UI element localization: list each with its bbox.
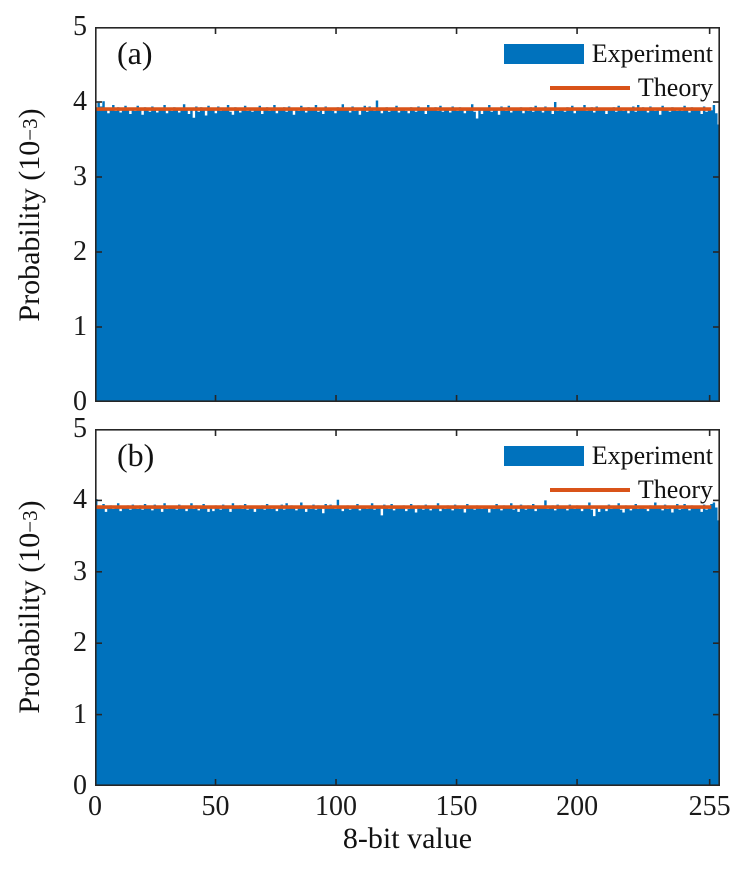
histogram-plot-a <box>95 27 720 402</box>
theory-legend-label: Theory <box>637 73 713 102</box>
y-axis-label-text: Probability (10 <box>13 532 46 714</box>
experiment-legend-label: Experiment <box>591 441 713 470</box>
experiment-swatch <box>503 446 584 466</box>
theory-legend-label: Theory <box>637 475 713 504</box>
legend-a: Experiment Theory <box>503 37 713 105</box>
x-tick-label: 200 <box>556 791 599 822</box>
experiment-legend-label: Experiment <box>591 39 713 68</box>
y-tick-label: 4 <box>73 86 87 117</box>
y-axis-label-a: Probability (10 −3) <box>12 55 48 375</box>
y-tick-label: 1 <box>73 311 87 342</box>
x-tick-label: 150 <box>435 791 478 822</box>
theory-line-swatch <box>549 86 630 90</box>
legend-a-theory-row: Theory <box>504 71 713 105</box>
panel-b: (b) Experiment Theory <box>95 429 720 786</box>
x-tick-label: 50 <box>201 791 230 822</box>
y-axis-label-exponent: −3 <box>17 118 42 141</box>
x-tick-label: 0 <box>88 791 102 822</box>
legend-b: Experiment Theory <box>503 439 713 507</box>
y-tick-label: 1 <box>73 698 87 730</box>
y-tick-label: 2 <box>73 627 87 659</box>
theory-line-swatch <box>549 488 630 492</box>
y-tick-label: 3 <box>73 555 87 587</box>
y-tick-label: 3 <box>73 161 87 192</box>
y-tick-label: 5 <box>73 413 87 444</box>
x-tick-label: 255 <box>688 791 731 822</box>
x-axis-label: 8-bit value <box>342 822 473 855</box>
panel-a-label: (a) <box>117 35 153 71</box>
y-tick-label: 5 <box>73 11 87 42</box>
histogram-plot-b <box>95 429 720 786</box>
y-axis-label-exponent: −3 <box>17 510 42 533</box>
experiment-swatch <box>503 44 584 64</box>
legend-b-experiment-row: Experiment <box>503 439 713 473</box>
y-axis-label-close: ) <box>13 108 46 119</box>
legend-a-experiment-row: Experiment <box>503 37 713 71</box>
panel-a: (a) Experiment Theory <box>95 27 720 402</box>
y-axis-label-b: Probability (10 −3) <box>12 447 48 767</box>
y-tick-label: 2 <box>73 236 87 267</box>
y-tick-label: 4 <box>73 484 87 516</box>
x-tick-label: 100 <box>315 791 358 822</box>
panel-b-label: (b) <box>117 437 155 473</box>
y-tick-label: 0 <box>73 386 87 417</box>
y-axis-label-close: ) <box>13 500 46 511</box>
y-axis-label-text: Probability (10 <box>13 140 46 322</box>
y-tick-label: 0 <box>73 770 87 801</box>
legend-b-theory-row: Theory <box>504 473 713 507</box>
